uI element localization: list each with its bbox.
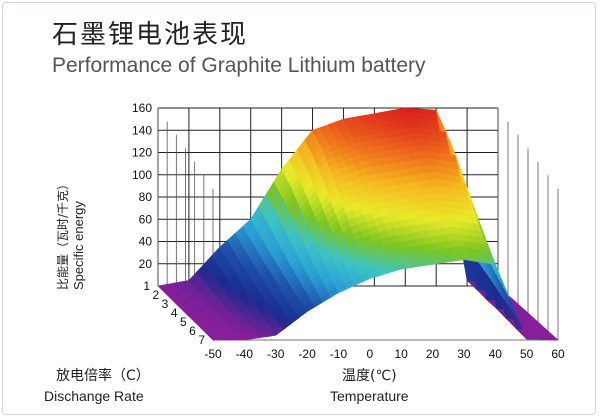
depth-axis-label-chinese: 放电倍率（C） bbox=[56, 368, 150, 384]
x-tick-label: -10 bbox=[330, 347, 348, 361]
x-axis-label-chinese: 温度(℃) bbox=[342, 368, 397, 384]
y-axis-label: 比能量（瓦时/千克） Specific energy bbox=[55, 90, 87, 290]
x-tick-label: 60 bbox=[551, 347, 565, 361]
depth-tick-label: 2 bbox=[152, 288, 159, 302]
y-axis-label-english: Specific energy bbox=[71, 201, 86, 290]
chart-title-english: Performance of Graphite Lithium battery bbox=[52, 54, 426, 77]
surface-patch bbox=[546, 337, 559, 341]
depth-tick-label: 5 bbox=[180, 315, 187, 329]
y-tick-label: 80 bbox=[139, 190, 153, 204]
depth-tick-label: 7 bbox=[198, 333, 205, 347]
x-tick-label: 20 bbox=[426, 347, 440, 361]
surface bbox=[157, 107, 559, 341]
x-tick-label: -40 bbox=[236, 347, 254, 361]
depth-tick-label: 6 bbox=[189, 324, 196, 338]
x-tick-label: 10 bbox=[395, 347, 409, 361]
x-tick-label: 30 bbox=[457, 347, 471, 361]
x-axis-label: 温度(℃) Temperature bbox=[330, 366, 409, 406]
x-tick-label: -30 bbox=[267, 347, 285, 361]
x-tick-label: -20 bbox=[298, 347, 316, 361]
depth-tick-label: 3 bbox=[162, 297, 169, 311]
y-axis-label-chinese: 比能量（瓦时/千克） bbox=[56, 177, 70, 290]
y-tick-label: 20 bbox=[139, 257, 153, 271]
y-tick-label: 140 bbox=[132, 123, 152, 137]
depth-axis-label: 放电倍率（C） Dischange Rate bbox=[44, 366, 150, 406]
x-tick-label: -50 bbox=[204, 347, 222, 361]
y-tick-label: 100 bbox=[132, 168, 152, 182]
depth-axis-label-english: Dischange Rate bbox=[44, 388, 144, 404]
y-tick-label: 120 bbox=[132, 146, 152, 160]
depth-tick-label: 1 bbox=[143, 279, 150, 293]
y-tick-label: 60 bbox=[139, 212, 153, 226]
chart-title-chinese: 石墨锂电池表现 bbox=[52, 20, 249, 50]
x-tick-label: 0 bbox=[366, 347, 373, 361]
x-axis-label-english: Temperature bbox=[330, 388, 409, 404]
y-tick-label: 160 bbox=[132, 101, 152, 115]
depth-tick-label: 4 bbox=[171, 306, 178, 320]
y-tick-label: 40 bbox=[139, 235, 153, 249]
x-tick-label: 40 bbox=[489, 347, 503, 361]
x-tick-label: 50 bbox=[520, 347, 534, 361]
